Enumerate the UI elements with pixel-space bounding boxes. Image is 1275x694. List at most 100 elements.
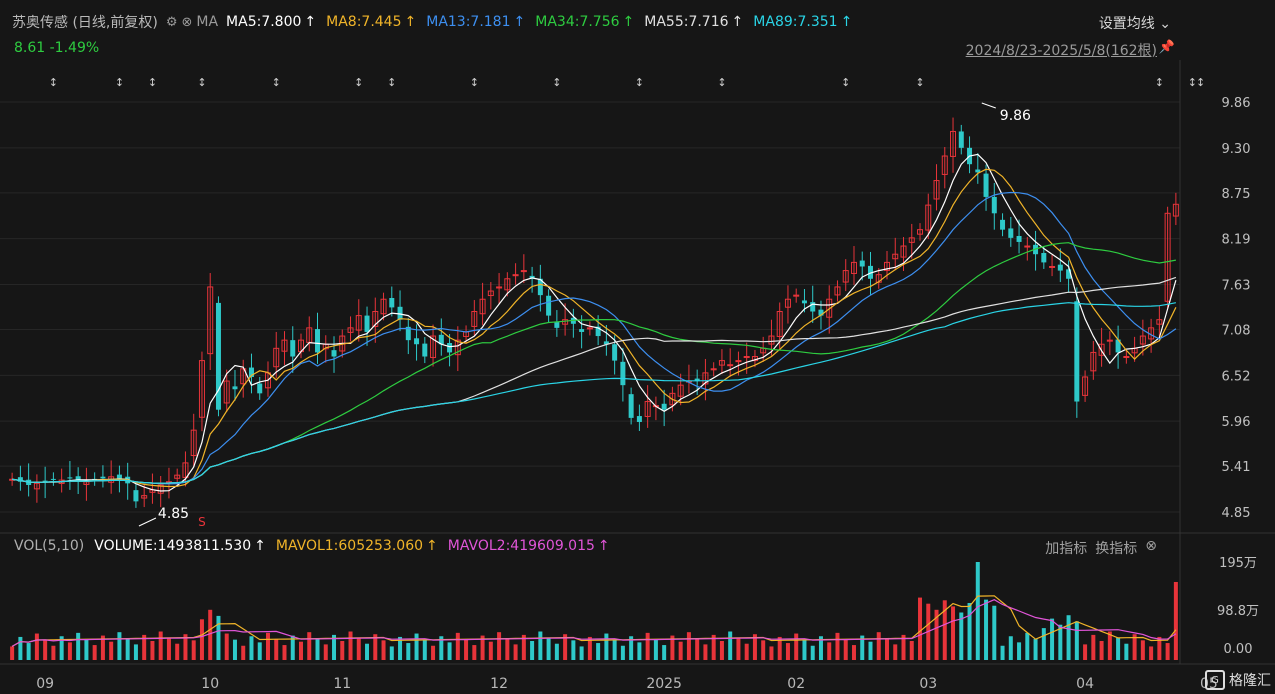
candle-body	[67, 477, 73, 479]
event-marker: ↕	[115, 76, 124, 89]
candle-body	[1008, 228, 1014, 238]
volume-bar	[596, 643, 601, 660]
volume-bar	[637, 642, 642, 660]
candle-body	[694, 378, 700, 382]
volume-bar	[653, 638, 658, 660]
candle-body	[900, 245, 907, 258]
candle-body	[380, 298, 387, 315]
volume-bar	[381, 640, 386, 660]
event-marker: ↕	[354, 76, 363, 89]
volume-bar	[43, 639, 48, 660]
volume-bar	[909, 641, 914, 660]
candle-body	[315, 329, 321, 353]
candle-body	[422, 343, 428, 357]
candle-body	[941, 155, 948, 175]
candle-body	[628, 394, 634, 418]
gear-icon[interactable]: ⚙	[165, 14, 178, 30]
add-indicator-button[interactable]: 加指标	[1045, 541, 1088, 557]
candle-body	[438, 334, 444, 345]
candle-body	[1123, 356, 1130, 359]
volume-bar	[752, 634, 757, 660]
volume-bar	[84, 638, 89, 660]
candle-body	[867, 265, 873, 279]
candle-body	[859, 260, 865, 267]
ma-line-ma8	[12, 168, 1177, 488]
event-marker: ↕	[272, 76, 281, 89]
candle-body	[669, 392, 676, 406]
candle-body	[471, 311, 478, 327]
candle-body	[215, 302, 221, 410]
ma-line-ma89	[12, 302, 1177, 484]
switch-indicator-button[interactable]: 换指标	[1095, 541, 1138, 557]
volume-bar	[26, 643, 31, 660]
volume-bar	[431, 645, 436, 660]
low-label: 4.85	[158, 506, 189, 522]
x-tick-label: 09	[36, 676, 54, 692]
close-volume-icon[interactable]: ⊗	[1145, 538, 1157, 554]
candle-body	[917, 229, 924, 235]
volume-bar	[843, 638, 848, 660]
pin-icon[interactable]: 📌	[1158, 40, 1175, 55]
candle-body	[958, 131, 964, 148]
volume-bar	[629, 636, 634, 660]
s-marker: S	[198, 515, 206, 529]
close-icon[interactable]: ⊗	[181, 14, 193, 30]
candle-body	[405, 326, 411, 341]
volume-bar	[728, 631, 733, 660]
y-tick-label: 6.52	[1222, 369, 1251, 384]
volume-bar	[249, 636, 254, 660]
stock-title: 苏奥传感 (日线,前复权)	[12, 15, 158, 31]
volume-bar	[290, 635, 295, 660]
volume-bar	[951, 606, 956, 660]
event-marker: ↕	[197, 76, 206, 89]
volume-bar	[505, 638, 510, 660]
x-tick-label: 04	[1076, 676, 1094, 692]
candle-body	[810, 302, 816, 312]
candle-body	[537, 278, 543, 296]
candle-body	[586, 327, 593, 330]
candle-body	[281, 339, 288, 352]
candle-body	[1090, 351, 1097, 372]
volume-bar	[835, 632, 840, 660]
candle-body	[331, 350, 337, 357]
candle-body	[834, 286, 841, 296]
volume-bar	[1173, 581, 1178, 660]
volume-bar	[563, 634, 568, 660]
volume-bar	[794, 633, 799, 660]
candle-body	[1066, 269, 1072, 279]
volume-bar	[554, 643, 559, 660]
candle-body	[100, 476, 106, 479]
volume-bar	[876, 632, 881, 660]
y-tick-label: 5.41	[1222, 460, 1251, 475]
ma-line-ma34	[12, 242, 1177, 484]
volume-bar	[241, 645, 246, 660]
volume-bar	[67, 642, 72, 660]
candle-body	[198, 360, 205, 418]
y-tick-label: 7.63	[1222, 278, 1251, 293]
candle-body	[850, 261, 857, 274]
ma-line-ma5	[12, 153, 1177, 492]
candle-body	[273, 347, 280, 368]
y-tick-label: 8.19	[1222, 233, 1251, 248]
set-ma-button[interactable]: 设置均线 ⌄	[1098, 16, 1171, 32]
candle-body	[347, 327, 354, 333]
candle-body	[33, 482, 40, 490]
volume-bar	[422, 639, 427, 660]
volume-bar	[1058, 624, 1063, 660]
volume-bar	[92, 645, 97, 660]
ma-line-ma55	[12, 276, 1177, 484]
candle-body	[702, 372, 709, 385]
volume-bar	[1033, 638, 1038, 660]
event-marker: ↕	[49, 76, 58, 89]
candle-body	[182, 462, 189, 478]
candle-body	[372, 311, 379, 327]
candle-body	[727, 364, 734, 367]
volume-bar	[51, 645, 56, 660]
candle-body	[133, 490, 139, 502]
candle-body	[75, 476, 81, 481]
candle-body	[223, 380, 230, 404]
date-range[interactable]: 2024/8/23-2025/5/8(162根)	[965, 43, 1157, 59]
volume-bar	[257, 642, 262, 660]
volume-bar	[348, 631, 353, 660]
